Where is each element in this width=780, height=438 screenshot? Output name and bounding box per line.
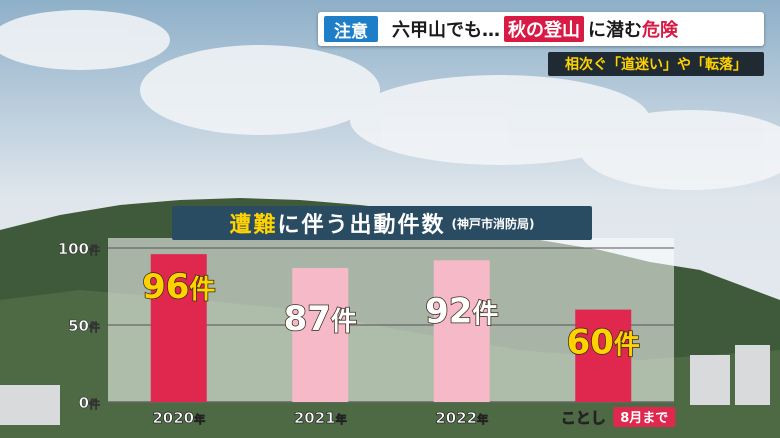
- y-tick-label: 100件: [58, 240, 100, 258]
- chart-title: 遭難に伴う出動件数: [229, 207, 445, 239]
- caution-tag: 注意: [324, 16, 378, 42]
- x-tick-label: 2021年: [294, 409, 347, 427]
- bar: [292, 268, 349, 402]
- clouds: [0, 10, 780, 190]
- data-label: 87件: [284, 299, 357, 339]
- chart-title-highlight: 遭難: [229, 213, 278, 238]
- data-label: 96件: [142, 267, 215, 307]
- y-axis-labels: 0件 50件 100件: [57, 240, 100, 413]
- chart-title-bar: 遭難に伴う出動件数 (神戸市消防局): [172, 206, 592, 240]
- period-tag-bg: [613, 407, 676, 427]
- city-buildings: [0, 345, 770, 425]
- headline-ticker: 注意 六甲山でも… 秋の登山 に潜む 危険: [318, 12, 764, 46]
- headline-red: 危険: [642, 20, 678, 41]
- bar: [433, 260, 490, 402]
- headline-box: 秋の登山: [504, 16, 584, 42]
- headline-pre: 六甲山でも…: [392, 20, 500, 41]
- x-tick-label: ことし: [561, 409, 606, 427]
- period-tag: 8月まで: [620, 411, 668, 426]
- chart-source: (神戸市消防局): [451, 216, 535, 231]
- data-labels: 96件 87件 92件 60件: [141, 266, 640, 363]
- x-axis-labels: 2020年 2021年 2022年 ことし 8月まで: [152, 407, 676, 427]
- x-tick-label: 2020年: [152, 409, 205, 427]
- headline: 六甲山でも… 秋の登山 に潜む 危険: [392, 16, 678, 42]
- data-label: 92件: [425, 291, 498, 331]
- subheadline: 相次ぐ「道迷い」や「転落」: [548, 52, 764, 76]
- y-tick-label: 0件: [79, 394, 100, 412]
- x-tick-label: 2022年: [435, 409, 488, 427]
- chart-bars: [150, 254, 632, 402]
- bar: [150, 254, 207, 402]
- headline-mid: に潜む: [588, 20, 642, 41]
- bar: [575, 309, 632, 402]
- chart-title-rest: に伴う出動件数: [277, 213, 446, 238]
- y-tick-label: 50件: [68, 317, 100, 335]
- data-label: 60件: [567, 323, 640, 363]
